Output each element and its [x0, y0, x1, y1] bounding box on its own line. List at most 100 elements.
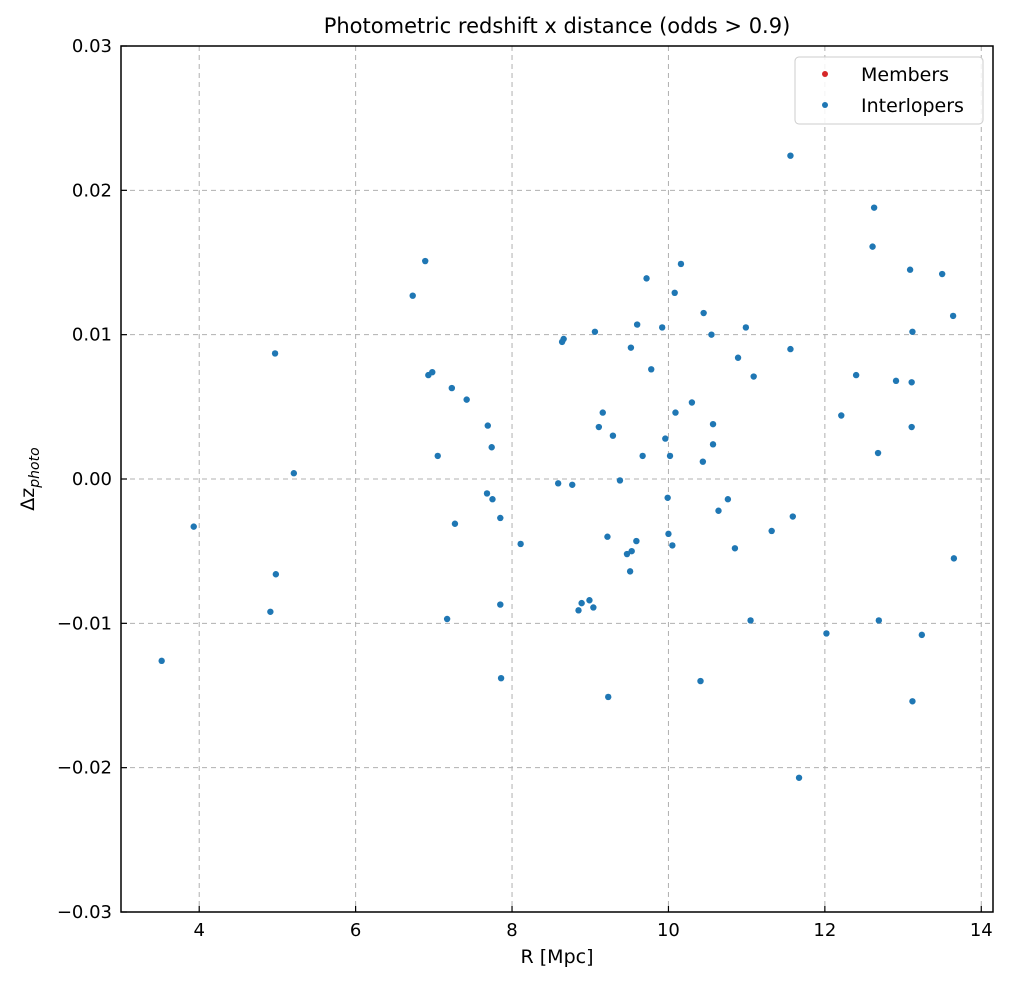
interlopers-point	[700, 309, 707, 317]
interlopers-point	[908, 379, 915, 386]
interlopers-point	[489, 496, 496, 503]
legend: Members Interlopers	[794, 56, 984, 125]
interlopers-point	[795, 774, 803, 781]
interlopers-point	[599, 409, 606, 416]
interlopers-point	[604, 533, 611, 540]
interlopers-point	[697, 677, 704, 685]
interlopers-point	[626, 568, 634, 575]
interlopers-point	[664, 494, 671, 501]
interlopers-point	[633, 537, 640, 545]
interlopers-point	[158, 657, 165, 665]
interlopers-point	[677, 260, 685, 268]
interlopers-point	[672, 409, 679, 416]
interlopers-point	[874, 449, 882, 457]
chart-title: Photometric redshift x distance (odds > …	[324, 14, 791, 38]
interlopers-point	[875, 617, 883, 624]
y-tick-label: 0.00	[72, 469, 112, 490]
interlopers-point	[590, 604, 597, 611]
interlopers-point	[267, 608, 274, 615]
interlopers-point	[742, 324, 750, 331]
interlopers-point	[949, 312, 957, 320]
interlopers-point	[747, 617, 754, 624]
x-tick-label: 6	[350, 920, 361, 941]
interlopers-point	[750, 373, 757, 380]
interlopers-point	[852, 371, 860, 379]
interlopers-point	[448, 384, 456, 392]
interlopers-point	[665, 530, 672, 538]
interlopers-point	[497, 601, 504, 608]
y-tick-label: −0.01	[57, 613, 112, 634]
interlopers-point	[768, 527, 775, 535]
interlopers-point	[909, 698, 916, 705]
interlopers-point	[443, 615, 451, 623]
legend-box	[794, 56, 984, 125]
interlopers-point	[290, 470, 298, 477]
interlopers-point	[708, 331, 715, 338]
interlopers-point	[688, 399, 696, 406]
x-axis-title: R [Mpc]	[521, 946, 594, 968]
data-points	[158, 152, 958, 781]
interlopers-point	[671, 289, 678, 297]
y-tick-label: −0.03	[57, 902, 112, 923]
interlopers-point	[628, 547, 635, 555]
interlopers-point	[627, 344, 635, 351]
interlopers-point	[609, 432, 617, 439]
interlopers-point	[422, 257, 429, 265]
x-tick-label: 10	[657, 920, 680, 941]
legend-marker-members	[822, 71, 828, 77]
interlopers-point	[488, 444, 495, 451]
interlopers-point	[892, 377, 900, 385]
interlopers-point	[409, 292, 416, 299]
interlopers-point	[517, 540, 524, 548]
interlopers-point	[643, 275, 650, 282]
interlopers-point	[569, 481, 576, 488]
interlopers-point	[789, 513, 796, 520]
y-axis-title-subscript: photo	[27, 447, 43, 488]
interlopers-point	[605, 693, 612, 701]
y-tick-label: 0.02	[72, 180, 112, 201]
interlopers-point	[838, 412, 845, 419]
interlopers-point	[909, 328, 916, 335]
interlopers-point	[623, 550, 631, 558]
interlopers-point	[272, 571, 280, 578]
x-tick-label: 8	[506, 920, 517, 941]
interlopers-point	[787, 345, 794, 353]
interlopers-point	[639, 452, 646, 460]
interlopers-point	[616, 477, 624, 484]
y-tick-label: 0.03	[72, 36, 112, 57]
interlopers-point	[823, 630, 830, 637]
interlopers-point	[669, 542, 676, 549]
interlopers-point	[666, 452, 674, 460]
grid-lines	[121, 46, 993, 912]
interlopers-point	[497, 674, 505, 682]
interlopers-point	[497, 514, 504, 522]
legend-marker-interlopers	[822, 102, 828, 108]
axis-ticks: 4 6 8 10 12 14 −0.03 −0.02 −0.01 0.00 0.01 0.02 0.03	[57, 36, 993, 941]
x-tick-label: 4	[193, 920, 204, 941]
interlopers-point	[869, 243, 876, 250]
interlopers-point	[709, 441, 717, 448]
interlopers-point	[938, 270, 946, 278]
interlopers-point	[483, 490, 491, 497]
legend-label-members: Members	[861, 64, 949, 86]
interlopers-point	[870, 204, 878, 211]
y-tick-label: −0.02	[57, 758, 112, 779]
interlopers-point	[591, 328, 599, 335]
x-tick-label: 14	[970, 920, 993, 941]
interlopers-point	[787, 152, 794, 159]
interlopers-point	[662, 435, 669, 442]
legend-label-interlopers: Interlopers	[861, 95, 964, 117]
interlopers-point	[908, 423, 915, 431]
interlopers-point	[484, 422, 491, 429]
interlopers-point	[451, 520, 459, 527]
interlopers-point	[906, 266, 914, 273]
y-axis-title: Δzphoto	[17, 447, 43, 510]
interlopers-point	[950, 555, 958, 562]
interlopers-point	[434, 452, 441, 460]
interlopers-point	[429, 368, 436, 376]
interlopers-point	[575, 607, 582, 614]
interlopers-point	[578, 599, 585, 607]
interlopers-point	[715, 507, 722, 514]
interlopers-point	[271, 350, 279, 357]
interlopers-point	[190, 523, 197, 530]
